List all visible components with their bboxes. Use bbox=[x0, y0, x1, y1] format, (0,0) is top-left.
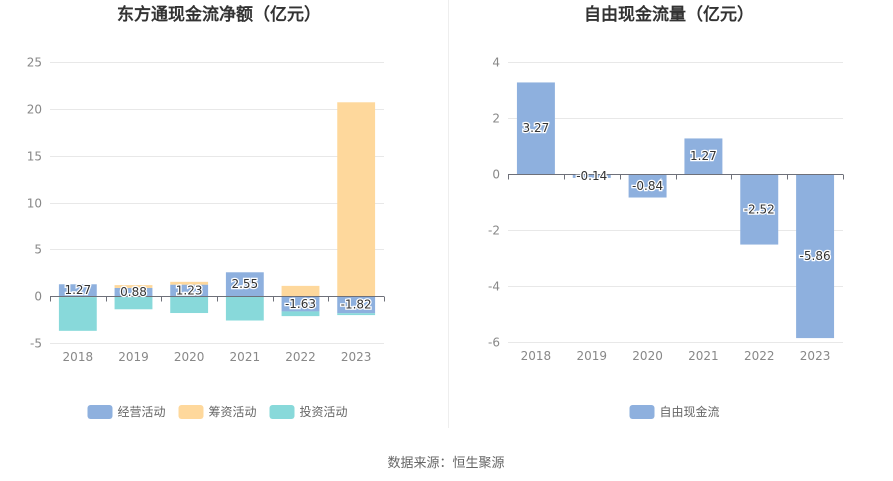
y-tick-label: -5 bbox=[30, 337, 42, 351]
x-tick-label: 2021 bbox=[688, 349, 719, 363]
bar-2022-series-0 bbox=[281, 296, 320, 312]
y-tick-label: 0 bbox=[492, 168, 500, 182]
legend-swatch bbox=[178, 405, 204, 419]
source-note: 数据来源：恒生聚源 bbox=[387, 456, 504, 471]
data-label-2019: 0.88 bbox=[120, 285, 147, 299]
x-tick-label: 2022 bbox=[744, 349, 775, 363]
bars bbox=[58, 102, 376, 331]
y-tick-label: -2 bbox=[488, 224, 500, 238]
data-label-2018: 1.27 bbox=[64, 283, 91, 297]
bar-2023-series-0 bbox=[337, 296, 376, 314]
y-tick-label: 10 bbox=[27, 197, 42, 211]
y-tick-label: 15 bbox=[27, 150, 42, 164]
axes: -5 0 5 10 15 20 25 2018 2019 2020 2021 2022 2023 bbox=[27, 56, 385, 364]
y-tick-label: -6 bbox=[488, 336, 500, 350]
x-tick-label: 2019 bbox=[576, 349, 607, 363]
x-tick-label: 2021 bbox=[230, 350, 261, 364]
y-tick-label: 20 bbox=[27, 103, 42, 117]
bar-2019-series-0 bbox=[114, 287, 153, 297]
bar-2018-series-2 bbox=[58, 297, 97, 331]
chart-title: 自由现金流量（亿元） bbox=[584, 4, 754, 25]
legend: 自由现金流 bbox=[629, 404, 720, 419]
legend-label: 筹资活动 bbox=[209, 405, 257, 419]
data-label-2020: 1.23 bbox=[176, 283, 203, 297]
y-tick-label: 0 bbox=[34, 290, 42, 304]
bar-2023-series-2 bbox=[337, 313, 376, 316]
bar-2020 bbox=[628, 174, 667, 198]
x-tick-label: 2018 bbox=[63, 350, 94, 364]
bar-2021-series-0 bbox=[225, 272, 264, 297]
legend-swatch bbox=[87, 405, 113, 419]
net-cash-flow-chart: 东方通现金流净额（亿元） -5 0 5 10 15 20 25 2018 2019 2020 202… bbox=[27, 4, 385, 419]
bar-2019-series-2 bbox=[114, 296, 153, 310]
x-tick-label: 2020 bbox=[174, 350, 205, 364]
legend-swatch bbox=[269, 405, 295, 419]
bar-2023-series-1 bbox=[337, 102, 376, 297]
data-labels: 1.27 0.88 1.23 2.55 -1.63 -1.82 bbox=[63, 276, 373, 313]
chart-title: 东方通现金流净额（亿元） bbox=[117, 4, 321, 25]
bar-2020-series-2 bbox=[170, 296, 209, 314]
data-label-2021: 2.55 bbox=[231, 277, 258, 291]
x-tick-label: 2022 bbox=[285, 350, 316, 364]
data-label-2020: -0.84 bbox=[632, 179, 663, 193]
data-label-2019: -0.14 bbox=[576, 169, 607, 183]
legend-label: 经营活动 bbox=[118, 405, 166, 419]
legend-label: 投资活动 bbox=[300, 404, 348, 419]
data-label-2023: -1.82 bbox=[341, 298, 372, 312]
bar-2021-series-2 bbox=[225, 296, 264, 321]
data-label-2021: 1.27 bbox=[690, 149, 717, 163]
x-tick-label: 2023 bbox=[341, 350, 372, 364]
x-tick-label: 2020 bbox=[632, 349, 663, 363]
data-label-2022: -1.63 bbox=[285, 297, 316, 311]
data-label-2018: 3.27 bbox=[523, 121, 550, 135]
bar-2022-series-2 bbox=[281, 311, 320, 317]
legend-swatch bbox=[629, 405, 655, 419]
bar-2018 bbox=[516, 82, 555, 174]
bar-2022 bbox=[740, 174, 779, 245]
x-tick-label: 2023 bbox=[800, 349, 831, 363]
bar-2019 bbox=[572, 174, 611, 178]
grid-lines bbox=[508, 62, 843, 343]
bars bbox=[516, 82, 835, 339]
y-tick-label: 2 bbox=[492, 112, 500, 126]
x-tick-label: 2018 bbox=[521, 349, 552, 363]
y-tick-label: 5 bbox=[34, 243, 42, 257]
legend-label: 自由现金流 bbox=[660, 404, 720, 419]
x-tick-label: 2019 bbox=[118, 350, 149, 364]
data-label-2023: -5.86 bbox=[800, 249, 831, 263]
bar-2018-series-0 bbox=[58, 284, 97, 297]
bar-2023 bbox=[796, 174, 835, 339]
axes: -6 -4 -2 0 2 4 2018 2019 2020 2021 2022 2023 bbox=[488, 56, 844, 363]
bar-2019-series-1 bbox=[114, 285, 153, 288]
bar-2022-series-1 bbox=[281, 285, 320, 297]
y-tick-label: 25 bbox=[27, 56, 42, 70]
y-tick-label: -4 bbox=[488, 280, 500, 294]
bar-2021 bbox=[684, 138, 723, 174]
y-tick-label: 4 bbox=[492, 56, 500, 70]
bar-2020-series-1 bbox=[170, 281, 209, 285]
data-label-2022: -2.52 bbox=[744, 202, 775, 216]
legend: 经营活动 筹资活动 投资活动 bbox=[87, 404, 348, 419]
bar-2020-series-0 bbox=[170, 284, 209, 297]
data-labels: 3.27 -0.14 -0.84 1.27 -2.52 -5.86 bbox=[521, 120, 832, 264]
free-cash-flow-chart: 自由现金流量（亿元） -6 -4 -2 0 2 4 2018 2019 2020 2021 2022… bbox=[488, 4, 844, 419]
